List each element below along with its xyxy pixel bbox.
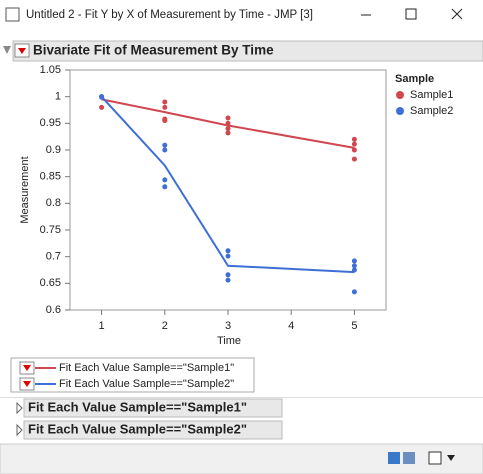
y-tick-label: 0.7: [46, 251, 61, 263]
point: [162, 99, 168, 105]
close-button[interactable]: [451, 8, 463, 20]
red-triangle: [23, 365, 31, 371]
point: [225, 130, 231, 136]
table-icon[interactable]: [403, 452, 415, 464]
x-tick-label: 2: [162, 320, 168, 332]
window-title: Untitled 2 - Fit Y by X of Measurement b…: [26, 9, 313, 21]
point: [225, 115, 231, 121]
outline-header: [12, 40, 483, 62]
y-tick-label: 0.95: [40, 117, 61, 129]
point: [162, 118, 168, 124]
outline-header: [23, 420, 283, 440]
dropdown-arrow[interactable]: [447, 455, 455, 461]
maximize-button[interactable]: [405, 8, 417, 20]
y-tick-label: 0.75: [40, 224, 61, 236]
plot-frame: [69, 69, 387, 311]
point: [351, 267, 357, 273]
point: [351, 156, 357, 162]
point: [351, 136, 357, 142]
outline-title[interactable]: Fit Each Value Sample=="Sample2": [28, 421, 247, 436]
point: [225, 277, 231, 283]
fit-line: [100, 95, 355, 274]
red-triangle: [18, 48, 26, 54]
point: [351, 141, 357, 147]
point: [225, 253, 231, 259]
status-bar: [0, 443, 483, 474]
y-tick-label: 0.8: [46, 197, 61, 209]
outline-title[interactable]: Fit Each Value Sample=="Sample1": [28, 399, 247, 414]
point: [162, 147, 168, 153]
point: [162, 184, 168, 190]
point: [351, 289, 357, 295]
fit-line: [101, 98, 355, 149]
y-tick-label: 0.9: [46, 144, 61, 156]
fit-legend-label: Fit Each Value Sample=="Sample2": [59, 378, 234, 390]
disclosure-icon[interactable]: [16, 401, 23, 415]
y-tick-label: 1.05: [40, 64, 61, 76]
x-tick-label: 1: [99, 320, 105, 332]
fit-legend-box: [10, 357, 255, 393]
point: [162, 142, 168, 148]
red-triangle: [23, 381, 31, 387]
point: [162, 177, 168, 183]
legend-marker: [396, 91, 404, 99]
x-tick-label: 3: [225, 320, 231, 332]
x-tick-label: 5: [351, 320, 357, 332]
outline-header: [23, 398, 283, 418]
disclosure-icon[interactable]: [16, 423, 23, 437]
point: [99, 104, 105, 110]
y-tick-label: 1: [55, 91, 61, 103]
y-tick-label: 0.6: [46, 304, 61, 316]
y-tick-label: 0.65: [40, 277, 61, 289]
y-tick-label: 0.85: [40, 171, 61, 183]
point: [351, 258, 357, 264]
fit-legend-label: Fit Each Value Sample=="Sample1": [59, 362, 234, 374]
legend-marker: [396, 107, 404, 115]
point: [351, 263, 357, 269]
legend-label: Sample1: [410, 89, 453, 101]
y-axis-label: Measurement: [19, 156, 31, 223]
display-box[interactable]: [428, 451, 442, 465]
point: [225, 120, 231, 126]
disclosure-icon[interactable]: [3, 46, 11, 54]
report-title: Bivariate Fit of Measurement By Time: [33, 43, 274, 58]
separator: [0, 397, 483, 398]
point: [99, 94, 105, 100]
app-icon: [5, 7, 20, 22]
point: [225, 126, 231, 132]
point: [225, 248, 231, 254]
point: [225, 272, 231, 278]
legend-title: Sample: [395, 73, 434, 85]
x-tick-label: 4: [288, 320, 294, 332]
title-bar: [0, 0, 483, 30]
x-axis-label: Time: [217, 335, 241, 347]
legend-label: Sample2: [410, 105, 453, 117]
home-icon[interactable]: [388, 452, 400, 464]
point: [351, 147, 357, 153]
point: [162, 104, 168, 110]
